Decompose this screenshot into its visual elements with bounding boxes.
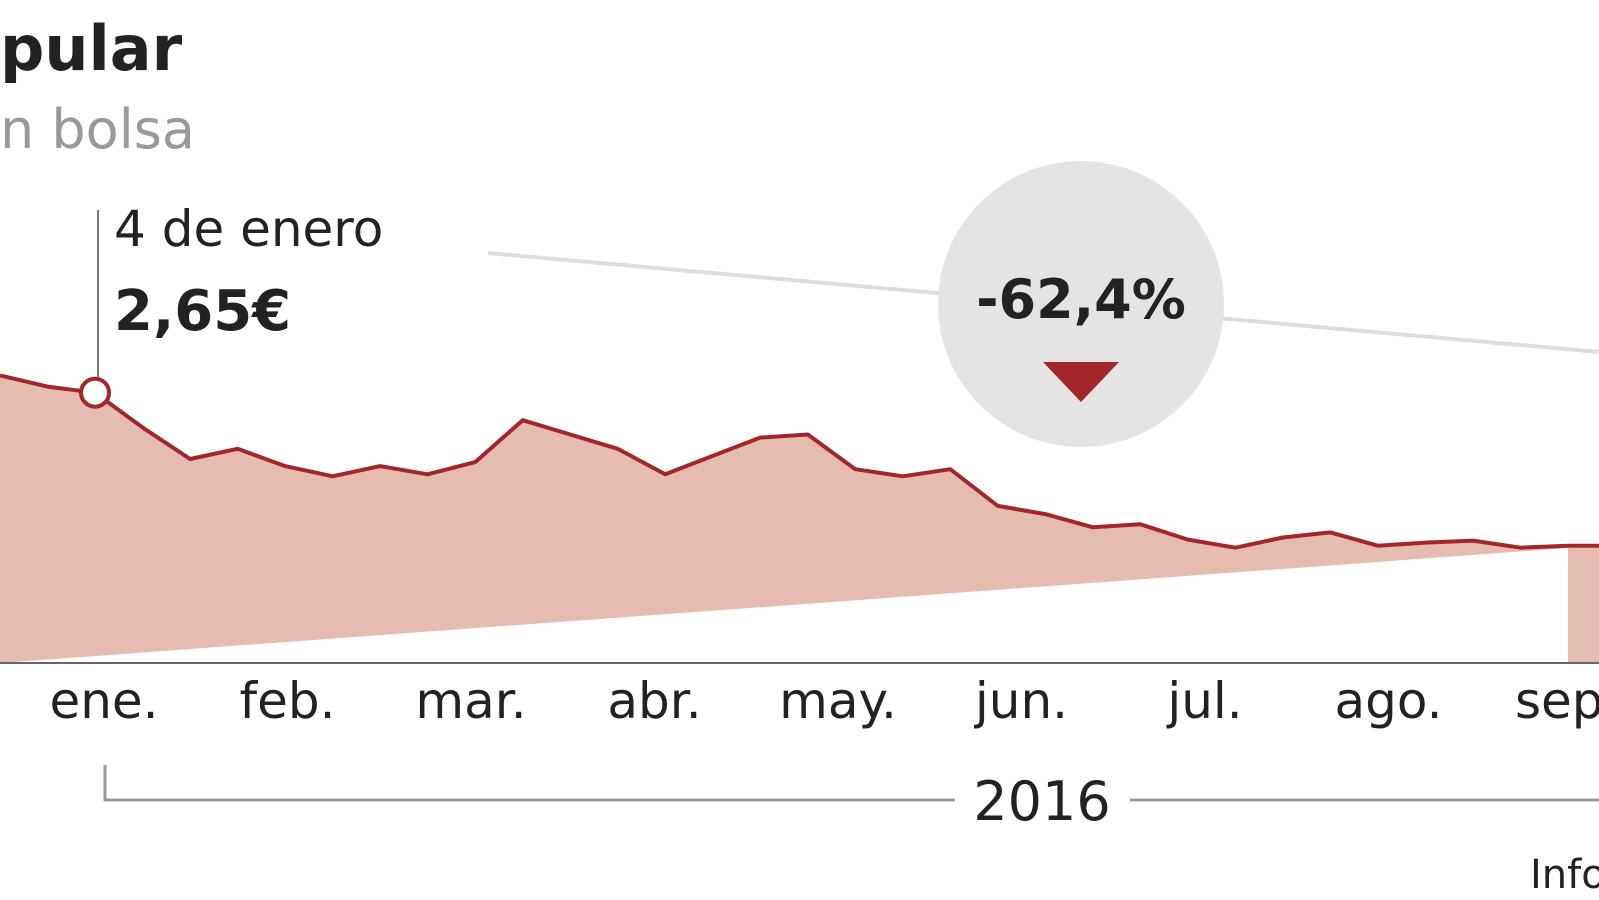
price-line <box>0 373 1599 550</box>
change-label: -62,4% <box>976 268 1186 331</box>
source: Info <box>1530 852 1599 898</box>
change-badge <box>938 161 1224 447</box>
x-tick-label: sep <box>1515 672 1599 730</box>
x-tick-label: jul. <box>1166 672 1242 730</box>
annotation-date: 4 de enero <box>114 200 383 258</box>
chart-subtitle: n bolsa <box>0 98 195 161</box>
down-arrow <box>1043 362 1119 402</box>
x-tick-label: feb. <box>240 672 336 730</box>
highlight-point <box>79 376 112 409</box>
x-tick-label: mar. <box>415 672 526 730</box>
year-bracket <box>103 765 955 802</box>
annotation-value: 2,65€ <box>114 279 291 344</box>
plot <box>0 373 1599 663</box>
year-label: 2016 <box>973 770 1110 833</box>
x-tick-label: jun. <box>974 672 1068 730</box>
chart-title: pular <box>0 12 183 85</box>
area-fill <box>0 375 1599 663</box>
x-tick-label: ago. <box>1335 672 1443 730</box>
x-tick-label: abr. <box>607 672 701 730</box>
x-tick-label: ene. <box>49 672 158 730</box>
x-tick-label: may. <box>779 672 897 730</box>
